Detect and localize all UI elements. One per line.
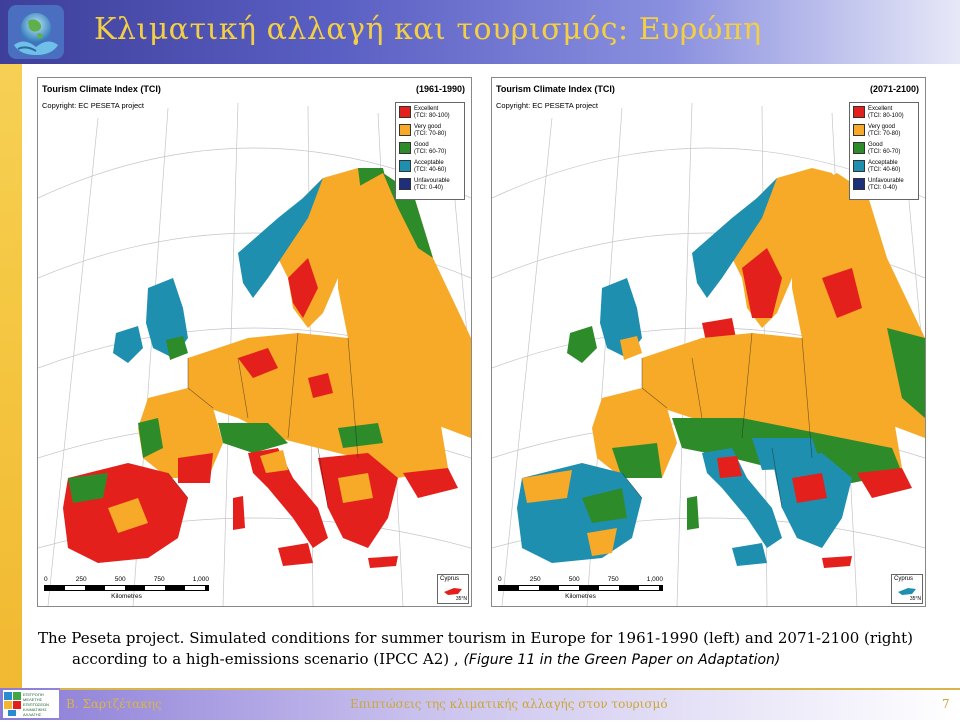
- slide-header: Κλιματική αλλαγή και τουρισμός: Ευρώπη: [0, 0, 960, 64]
- legend-item-very-good: Very good(TCI: 70-80): [853, 124, 915, 138]
- slide-title: Κλιματική αλλαγή και τουρισμός: Ευρώπη: [94, 12, 762, 47]
- scale-tick: 1,000: [647, 576, 663, 583]
- legend-label: Very good: [868, 124, 895, 130]
- footer-title: Επιπτώσεις της κλιματικής αλλαγής στον τ…: [350, 697, 668, 711]
- scale-tick: 250: [530, 576, 541, 583]
- legend-swatch: [853, 124, 865, 136]
- legend-label: Acceptable: [414, 160, 444, 166]
- legend-swatch: [399, 178, 411, 190]
- map-legend: Excellent(TCI: 80-100) Very good(TCI: 70…: [849, 102, 919, 200]
- legend-swatch: [853, 142, 865, 154]
- scale-unit: Kilometres: [498, 593, 663, 600]
- caption-line-1: The Peseta project. Simulated conditions…: [38, 628, 938, 649]
- map-copyright: Copyright: EC PESETA project: [496, 101, 598, 110]
- legend-range: (TCI: 80-100): [868, 113, 904, 119]
- legend-item-acceptable: Acceptable(TCI: 40-60): [399, 160, 461, 174]
- scale-unit: Kilometres: [44, 593, 209, 600]
- scale-tick: 250: [76, 576, 87, 583]
- legend-label: Unfavourable: [868, 178, 904, 184]
- legend-swatch: [853, 106, 865, 118]
- caption-text: according to a high-emissions scenario (…: [72, 650, 459, 668]
- map-title: Tourism Climate Index (TCI): [496, 84, 615, 94]
- footer-divider: [60, 688, 960, 690]
- legend-range: (TCI: 60-70): [868, 149, 900, 155]
- legend-label: Very good: [414, 124, 441, 130]
- legend-label: Good: [868, 142, 883, 148]
- legend-swatch: [399, 124, 411, 136]
- globe-hands-logo-icon: [8, 5, 64, 59]
- caption-figure-ref: (Figure 11 in the Green Paper on Adaptat…: [463, 652, 780, 668]
- legend-item-unfavourable: Unfavourable(TCI: 0-40): [399, 178, 461, 192]
- legend-label: Excellent: [868, 106, 892, 112]
- legend-swatch: [399, 142, 411, 154]
- map-scale-bar: 0 250 500 750 1,000 Kilometres: [44, 576, 209, 602]
- legend-item-good: Good(TCI: 60-70): [853, 142, 915, 156]
- legend-label: Unfavourable: [414, 178, 450, 184]
- legend-range: (TCI: 80-100): [414, 113, 450, 119]
- inset-degree: 35°N: [910, 596, 921, 602]
- legend-label: Excellent: [414, 106, 438, 112]
- scale-tick: 0: [498, 576, 502, 583]
- legend-range: (TCI: 40-60): [414, 167, 446, 173]
- footer-author: Β. Σαρτζέτακης: [66, 697, 162, 711]
- scale-tick: 500: [115, 576, 126, 583]
- cyprus-inset: Cyprus 35°N: [891, 574, 923, 604]
- legend-swatch: [399, 106, 411, 118]
- legend-range: (TCI: 0-40): [414, 185, 443, 191]
- scale-tick: 0: [44, 576, 48, 583]
- scale-tick: 1,000: [193, 576, 209, 583]
- map-scale-bar: 0 250 500 750 1,000 Kilometres: [498, 576, 663, 602]
- cyprus-inset: Cyprus 35°N: [437, 574, 469, 604]
- scale-tick: 750: [608, 576, 619, 583]
- legend-item-acceptable: Acceptable(TCI: 40-60): [853, 160, 915, 174]
- logo-line: ΑΛΛΑΓΗΣ: [23, 712, 42, 717]
- legend-range: (TCI: 0-40): [868, 185, 897, 191]
- left-accent-bar: [0, 0, 22, 720]
- legend-item-good: Good(TCI: 60-70): [399, 142, 461, 156]
- scale-tick: 750: [154, 576, 165, 583]
- legend-swatch: [853, 178, 865, 190]
- map-panel-2071-2100: Tourism Climate Index (TCI) (2071-2100) …: [491, 77, 926, 607]
- legend-item-very-good: Very good(TCI: 70-80): [399, 124, 461, 138]
- legend-item-excellent: Excellent(TCI: 80-100): [399, 106, 461, 120]
- legend-item-excellent: Excellent(TCI: 80-100): [853, 106, 915, 120]
- legend-swatch: [399, 160, 411, 172]
- inset-degree: 35°N: [456, 596, 467, 602]
- page-number: 7: [942, 697, 950, 711]
- map-panel-1961-1990: Tourism Climate Index (TCI) (1961-1990) …: [37, 77, 472, 607]
- legend-range: (TCI: 60-70): [414, 149, 446, 155]
- legend-label: Acceptable: [868, 160, 898, 166]
- map-period: (1961-1990): [416, 84, 465, 94]
- legend-range: (TCI: 70-80): [414, 131, 446, 137]
- scale-tick: 500: [569, 576, 580, 583]
- legend-label: Good: [414, 142, 429, 148]
- legend-range: (TCI: 70-80): [868, 131, 900, 137]
- map-copyright: Copyright: EC PESETA project: [42, 101, 144, 110]
- map-title: Tourism Climate Index (TCI): [42, 84, 161, 94]
- committee-logo-icon: ΕΠΙΤΡΟΠΗ ΜΕΛΕΤΗΣ ΕΠΙΠΤΩΣΕΩΝ ΚΛΙΜΑΤΙΚΗΣ Α…: [3, 690, 59, 718]
- legend-swatch: [853, 160, 865, 172]
- scale-line: [44, 585, 209, 591]
- legend-item-unfavourable: Unfavourable(TCI: 0-40): [853, 178, 915, 192]
- map-legend: Excellent(TCI: 80-100) Very good(TCI: 70…: [395, 102, 465, 200]
- caption-line-2: according to a high-emissions scenario (…: [38, 649, 938, 671]
- scale-line: [498, 585, 663, 591]
- map-period: (2071-2100): [870, 84, 919, 94]
- legend-range: (TCI: 40-60): [868, 167, 900, 173]
- slide-caption: The Peseta project. Simulated conditions…: [38, 628, 938, 671]
